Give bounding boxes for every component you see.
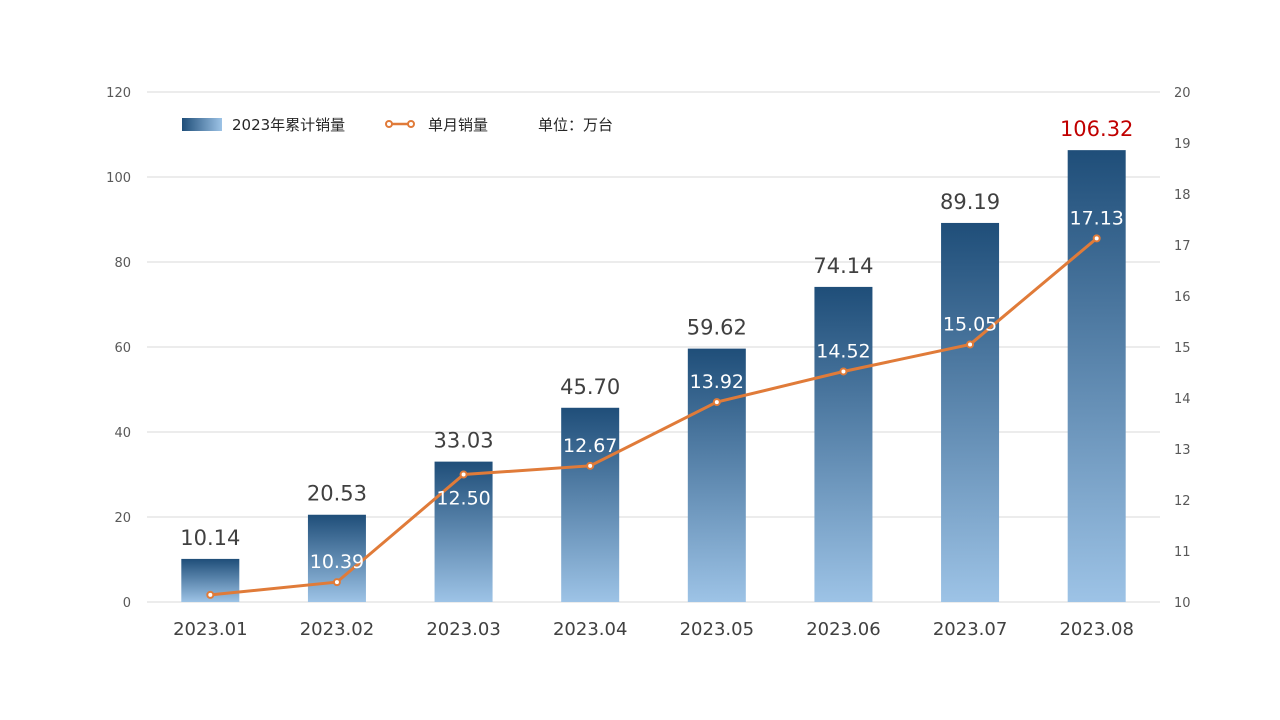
bar-series: [181, 150, 1126, 602]
x-axis: 2023.01 2023.02 2023.03 2023.04 2023.05 2023.…: [173, 619, 1134, 640]
legend-marker-left: [385, 120, 393, 128]
bar: [1067, 150, 1126, 602]
legend-label-bar: 2023年累计销量: [232, 116, 345, 134]
unit-note: 单位：万台: [538, 116, 613, 134]
line-data-label: 14.52: [816, 340, 870, 362]
legend-marker-right: [407, 120, 415, 128]
bar-data-label: 10.14: [180, 526, 240, 550]
right-axis-tick-label: 20: [1174, 86, 1191, 101]
x-axis-tick-label: 2023.05: [680, 619, 754, 640]
legend-swatch-bar: [182, 118, 222, 131]
left-axis-tick-label: 80: [114, 256, 131, 271]
right-axis-tick-label: 16: [1174, 290, 1191, 305]
bar-data-label: 106.32: [1060, 117, 1133, 141]
bar: [561, 407, 620, 602]
line-data-label: 12.50: [436, 488, 490, 510]
right-axis-tick-label: 14: [1174, 392, 1191, 407]
x-axis-tick-label: 2023.06: [806, 619, 880, 640]
x-axis-tick-label: 2023.08: [1059, 619, 1133, 640]
line-point: [712, 398, 721, 407]
left-axis-tick-label: 40: [114, 426, 131, 441]
line-data-label: 10.39: [310, 551, 364, 573]
line-point: [966, 340, 975, 349]
line-data-label: 12.67: [563, 435, 617, 457]
x-axis-tick-label: 2023.04: [553, 619, 627, 640]
bar: [687, 348, 746, 602]
bar-data-label: 74.14: [813, 254, 873, 278]
right-y-axis: 10 11 12 13 14 15 16 17 18 19 20: [1174, 86, 1191, 611]
bar-data-label: 33.03: [434, 429, 494, 453]
x-axis-tick-label: 2023.01: [173, 619, 247, 640]
bar-data-label: 20.53: [307, 482, 367, 506]
bar: [307, 514, 366, 602]
gridlines: [147, 91, 1160, 603]
x-axis-tick-label: 2023.02: [300, 619, 374, 640]
left-axis-tick-label: 120: [106, 86, 131, 101]
right-axis-tick-label: 17: [1174, 239, 1191, 254]
left-axis-tick-label: 100: [106, 171, 131, 186]
right-axis-tick-label: 19: [1174, 137, 1191, 152]
x-axis-tick-label: 2023.07: [933, 619, 1007, 640]
line-series: [206, 234, 1101, 599]
line-point: [332, 578, 341, 587]
right-axis-tick-label: 18: [1174, 188, 1191, 203]
line-data-label: 17.13: [1069, 207, 1123, 229]
x-axis-tick-label: 2023.03: [426, 619, 500, 640]
bar: [434, 461, 493, 602]
line-point: [1092, 234, 1101, 243]
line-data-labels: 10.39 12.50 12.67 13.92 14.52 15.05 17.13: [310, 207, 1124, 573]
line-data-label: 13.92: [690, 371, 744, 393]
bar-data-label: 45.70: [560, 375, 620, 399]
right-axis-tick-label: 10: [1174, 596, 1191, 611]
legend-label-line: 单月销量: [428, 116, 488, 134]
left-axis-tick-label: 60: [114, 341, 131, 356]
bar: [941, 222, 1000, 602]
legend: 2023年累计销量 单月销量 单位：万台: [182, 116, 613, 134]
line-data-label: 15.05: [943, 313, 997, 335]
bar: [814, 286, 873, 602]
bar-data-label: 89.19: [940, 190, 1000, 214]
right-axis-tick-label: 15: [1174, 341, 1191, 356]
left-axis-tick-label: 0: [123, 596, 131, 611]
line-point: [206, 590, 215, 599]
line-point: [459, 470, 468, 479]
left-y-axis: 0 20 40 60 80 100 120: [106, 86, 131, 611]
left-axis-tick-label: 20: [114, 511, 131, 526]
bar-data-label: 59.62: [687, 316, 747, 340]
line-point: [586, 461, 595, 470]
bar-data-labels: 10.14 20.53 33.03 45.70 59.62 74.14 89.19 106.3…: [180, 117, 1133, 550]
line-point: [839, 367, 848, 376]
right-axis-tick-label: 11: [1174, 545, 1191, 560]
line-path: [210, 237, 1098, 597]
right-axis-tick-label: 12: [1174, 494, 1191, 509]
right-axis-tick-label: 13: [1174, 443, 1191, 458]
